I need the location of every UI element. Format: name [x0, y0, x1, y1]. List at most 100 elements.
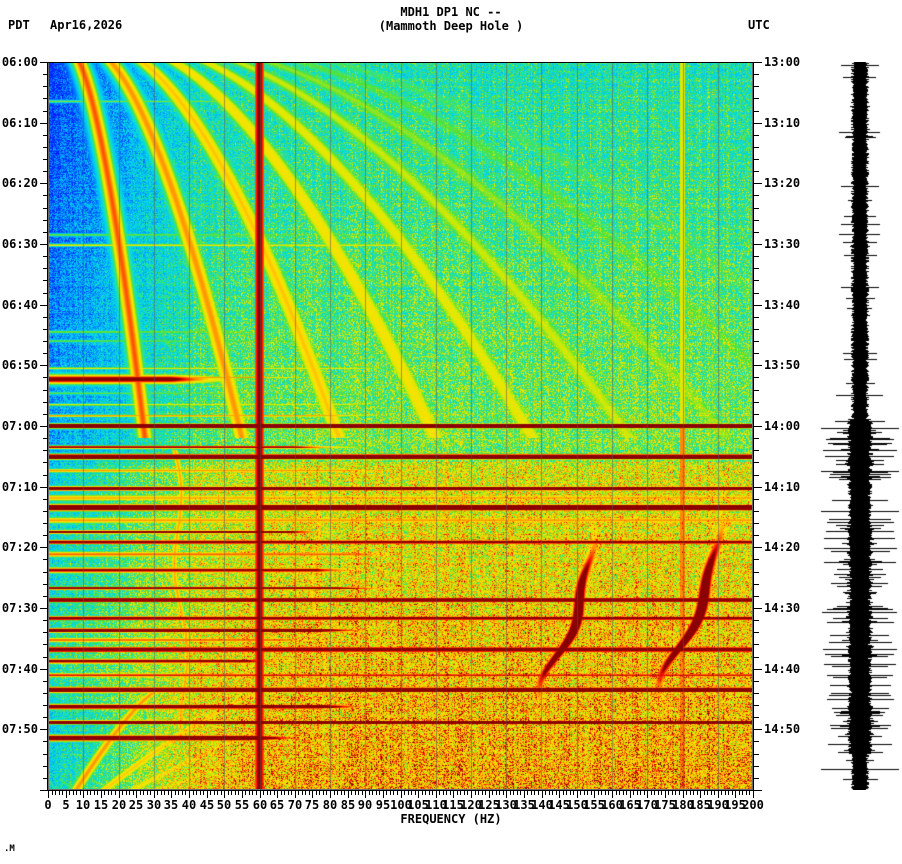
x-axis-label: 55 — [234, 798, 250, 812]
y-axis-label-pdt: 06:50 — [1, 358, 38, 372]
y-axis-minor-tick — [43, 293, 48, 294]
x-axis-minor-tick — [203, 791, 204, 795]
x-axis-minor-tick — [161, 791, 162, 795]
x-axis-minor-tick — [94, 791, 95, 795]
y-axis-minor-tick — [43, 657, 48, 658]
x-axis-label: 0 — [44, 798, 52, 812]
x-axis-major-tick — [260, 791, 261, 798]
y-axis-label-utc: 13:30 — [764, 237, 801, 251]
x-axis-major-tick — [436, 791, 437, 798]
page-subtitle: (Mammoth Deep Hole ) — [378, 19, 524, 33]
x-axis-minor-tick — [714, 791, 715, 795]
x-axis-minor-tick — [475, 791, 476, 795]
y-axis-minor-tick — [754, 462, 759, 463]
y-axis-minor-tick — [43, 462, 48, 463]
x-axis-minor-tick — [619, 791, 620, 795]
x-axis-minor-tick — [76, 791, 77, 795]
x-axis-label: 30 — [146, 798, 162, 812]
x-axis-minor-tick — [478, 791, 479, 795]
y-axis-minor-tick — [43, 741, 48, 742]
x-axis-minor-tick — [503, 791, 504, 795]
x-axis-minor-tick — [284, 791, 285, 795]
x-axis-minor-tick — [228, 791, 229, 795]
y-axis-minor-tick — [754, 438, 759, 439]
x-axis-minor-tick — [425, 791, 426, 795]
x-axis-minor-tick — [231, 791, 232, 795]
x-axis-minor-tick — [326, 791, 327, 795]
x-axis-minor-tick — [108, 791, 109, 795]
x-axis-bottom — [47, 790, 754, 791]
x-axis-minor-tick — [252, 791, 253, 795]
x-axis-label: 125 — [478, 798, 500, 812]
y-axis-minor-tick — [754, 681, 759, 682]
timezone-label-left: PDT — [8, 18, 30, 32]
x-axis-label: 95 — [375, 798, 391, 812]
x-axis-minor-tick — [386, 791, 387, 795]
x-axis-major-tick — [559, 791, 560, 798]
x-axis-minor-tick — [69, 791, 70, 795]
x-axis-top — [47, 62, 754, 63]
x-axis-minor-tick — [73, 791, 74, 795]
y-axis-minor-tick — [43, 208, 48, 209]
x-axis-minor-tick — [411, 791, 412, 795]
x-axis-minor-tick — [527, 791, 528, 795]
y-axis-major-tick — [40, 426, 48, 427]
x-axis-minor-tick — [570, 791, 571, 795]
x-axis-label: 25 — [128, 798, 144, 812]
y-axis-major-tick — [754, 123, 762, 124]
y-axis-minor-tick — [43, 523, 48, 524]
x-axis-minor-tick — [746, 791, 747, 795]
y-axis-label-pdt: 07:40 — [1, 662, 38, 676]
x-axis-label: 185 — [689, 798, 711, 812]
y-axis-minor-tick — [43, 632, 48, 633]
x-axis-minor-tick — [749, 791, 750, 795]
x-axis-minor-tick — [732, 791, 733, 795]
y-axis-minor-tick — [43, 475, 48, 476]
x-axis-major-tick — [207, 791, 208, 798]
x-axis-major-tick — [506, 791, 507, 798]
y-axis-major-tick — [754, 669, 762, 670]
x-axis-minor-tick — [298, 791, 299, 795]
x-axis-major-tick — [312, 791, 313, 798]
y-axis-minor-tick — [754, 341, 759, 342]
y-axis-minor-tick — [754, 232, 759, 233]
x-axis-minor-tick — [316, 791, 317, 795]
y-axis-major-tick — [754, 244, 762, 245]
y-axis-label-pdt: 06:40 — [1, 298, 38, 312]
x-axis-minor-tick — [376, 791, 377, 795]
x-axis-minor-tick — [245, 791, 246, 795]
x-axis-minor-tick — [323, 791, 324, 795]
x-axis-minor-tick — [587, 791, 588, 795]
x-axis-minor-tick — [59, 791, 60, 795]
x-axis-minor-tick — [584, 791, 585, 795]
x-axis-label: 150 — [566, 798, 588, 812]
x-axis-minor-tick — [633, 791, 634, 795]
y-axis-minor-tick — [43, 256, 48, 257]
y-axis-minor-tick — [754, 717, 759, 718]
x-axis-minor-tick — [556, 791, 557, 795]
y-axis-minor-tick — [754, 705, 759, 706]
x-axis-minor-tick — [210, 791, 211, 795]
y-axis-major-tick — [754, 365, 762, 366]
x-axis-minor-tick — [337, 791, 338, 795]
x-axis-minor-tick — [644, 791, 645, 795]
y-axis-major-tick — [754, 790, 762, 791]
x-axis-major-tick — [154, 791, 155, 798]
x-axis-major-tick — [594, 791, 595, 798]
x-axis-label: 180 — [672, 798, 694, 812]
x-axis-major-tick — [295, 791, 296, 798]
x-axis-minor-tick — [90, 791, 91, 795]
y-axis-minor-tick — [43, 438, 48, 439]
x-axis-minor-tick — [397, 791, 398, 795]
y-axis-minor-tick — [754, 402, 759, 403]
seismogram-trace — [820, 62, 900, 790]
x-axis-minor-tick — [739, 791, 740, 795]
x-axis-minor-tick — [157, 791, 158, 795]
y-axis-major-tick — [40, 608, 48, 609]
y-axis-major-tick — [40, 669, 48, 670]
x-axis-label: 45 — [199, 798, 215, 812]
x-axis-major-tick — [718, 791, 719, 798]
y-axis-minor-tick — [43, 329, 48, 330]
x-axis-minor-tick — [549, 791, 550, 795]
y-axis-minor-tick — [754, 195, 759, 196]
